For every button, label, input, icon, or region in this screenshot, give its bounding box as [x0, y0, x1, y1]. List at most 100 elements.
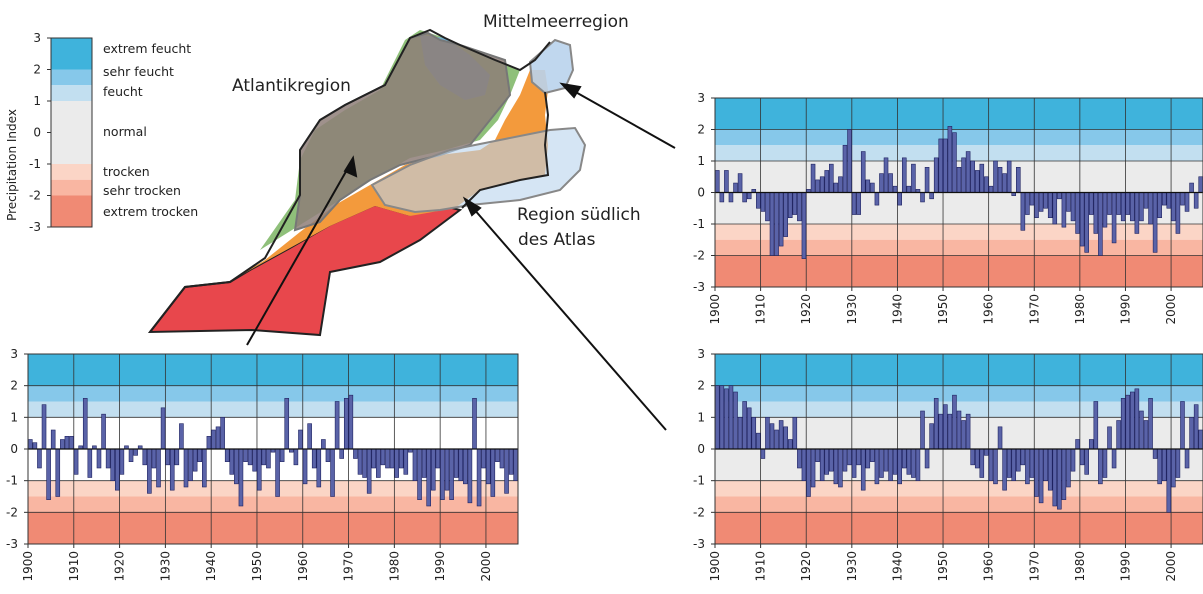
legend-swatch-5 [51, 179, 92, 196]
bar-1968 [339, 448, 344, 459]
bar-1982 [1088, 192, 1094, 215]
bar-1943 [224, 448, 230, 462]
y-tick-label: -2 [693, 505, 705, 519]
bar-1974 [1052, 448, 1058, 507]
bar-2003 [1184, 192, 1190, 212]
bar-1922 [128, 448, 134, 462]
bar-2001 [490, 448, 496, 497]
x-tick-label: 1930 [158, 551, 172, 582]
background-band-0 [28, 354, 518, 386]
bar-1967 [1020, 448, 1026, 466]
bar-1981 [1084, 192, 1089, 253]
bar-1968 [1025, 192, 1030, 215]
x-tick-label: 1980 [1073, 294, 1087, 325]
bar-1927 [838, 448, 843, 488]
bar-1916 [787, 192, 793, 219]
legend-tick-label: 0 [33, 126, 41, 140]
bar-1987 [426, 448, 431, 507]
bar-1942 [906, 185, 912, 193]
bar-1978 [1070, 448, 1076, 472]
x-tick-label: 1920 [113, 551, 127, 582]
bar-1961 [307, 423, 312, 450]
bar-1906 [742, 192, 747, 203]
bar-1920 [119, 448, 125, 475]
y-tick-label: -1 [693, 217, 705, 231]
arrow-to-atlantic [246, 167, 349, 346]
bar-1960 [988, 448, 994, 481]
bar-1979 [389, 448, 395, 469]
bar-1923 [819, 176, 825, 193]
y-tick-label: 3 [697, 91, 705, 105]
legend-swatch-3 [51, 101, 92, 164]
arrowhead-mediterranean [559, 82, 582, 99]
bar-1979 [1075, 439, 1080, 450]
bar-1959 [984, 176, 989, 193]
bar-1931 [169, 448, 175, 491]
bar-1900 [714, 170, 720, 193]
bar-1952 [266, 448, 271, 469]
arrowhead-south-atlas [462, 196, 482, 217]
bar-1904 [733, 391, 738, 450]
bar-1991 [1130, 391, 1135, 450]
bar-1934 [870, 448, 875, 462]
bar-1970 [1034, 192, 1039, 219]
bar-1991 [1130, 192, 1135, 222]
bar-2002 [495, 448, 500, 462]
bar-1997 [1157, 448, 1162, 485]
x-tick-label: 1990 [433, 551, 447, 582]
bar-1952 [952, 132, 957, 193]
legend-tick-label: 3 [33, 31, 41, 45]
bar-1909 [69, 436, 74, 450]
bar-1999 [481, 448, 486, 469]
legend-swatch-1 [51, 69, 92, 86]
morocco-map [147, 28, 587, 337]
bar-1936 [192, 448, 198, 472]
bar-1966 [1016, 167, 1021, 193]
bar-2004 [504, 448, 509, 494]
bar-1993 [453, 448, 459, 478]
bar-1907 [60, 439, 65, 450]
bar-1998 [1161, 192, 1167, 206]
bar-1941 [215, 426, 221, 450]
bar-1934 [870, 182, 875, 193]
bar-1926 [833, 448, 839, 485]
bar-1904 [733, 182, 738, 193]
bar-1974 [366, 448, 372, 494]
bar-1925 [829, 163, 834, 193]
bar-1976 [1061, 448, 1067, 500]
bar-1965 [325, 448, 331, 462]
bar-1990 [440, 448, 445, 500]
bar-1949 [252, 448, 257, 472]
bar-1909 [756, 432, 761, 450]
bar-1985 [1102, 192, 1108, 228]
bar-1965 [1011, 448, 1017, 481]
bar-1988 [430, 448, 436, 491]
bar-2003 [499, 448, 505, 469]
bar-1968 [1025, 448, 1030, 485]
x-tick-label: 1950 [250, 551, 264, 582]
bar-1929 [847, 129, 852, 193]
background-band-1 [715, 129, 1203, 146]
bar-1976 [376, 448, 381, 478]
bar-1917 [105, 448, 111, 469]
bar-1987 [1111, 192, 1117, 244]
bar-1947 [929, 423, 934, 450]
bar-1913 [774, 192, 779, 256]
x-tick-label: 1930 [845, 294, 859, 325]
bar-1962 [311, 448, 317, 469]
bar-1953 [956, 410, 962, 450]
legend-labels: extrem feucht sehr feucht feucht normal troc… [103, 41, 198, 219]
bar-1947 [929, 192, 934, 200]
y-tick-label: 2 [10, 379, 18, 393]
bar-1967 [1020, 192, 1026, 231]
bar-2004 [1189, 182, 1194, 193]
bar-1955 [279, 448, 285, 462]
bar-1951 [947, 126, 953, 193]
bar-1936 [879, 448, 884, 478]
bar-1948 [933, 398, 939, 450]
bar-1945 [234, 448, 239, 485]
y-tick-label: 2 [697, 379, 705, 393]
legend-label-0: extrem feucht [103, 41, 191, 56]
bar-1916 [787, 439, 793, 450]
